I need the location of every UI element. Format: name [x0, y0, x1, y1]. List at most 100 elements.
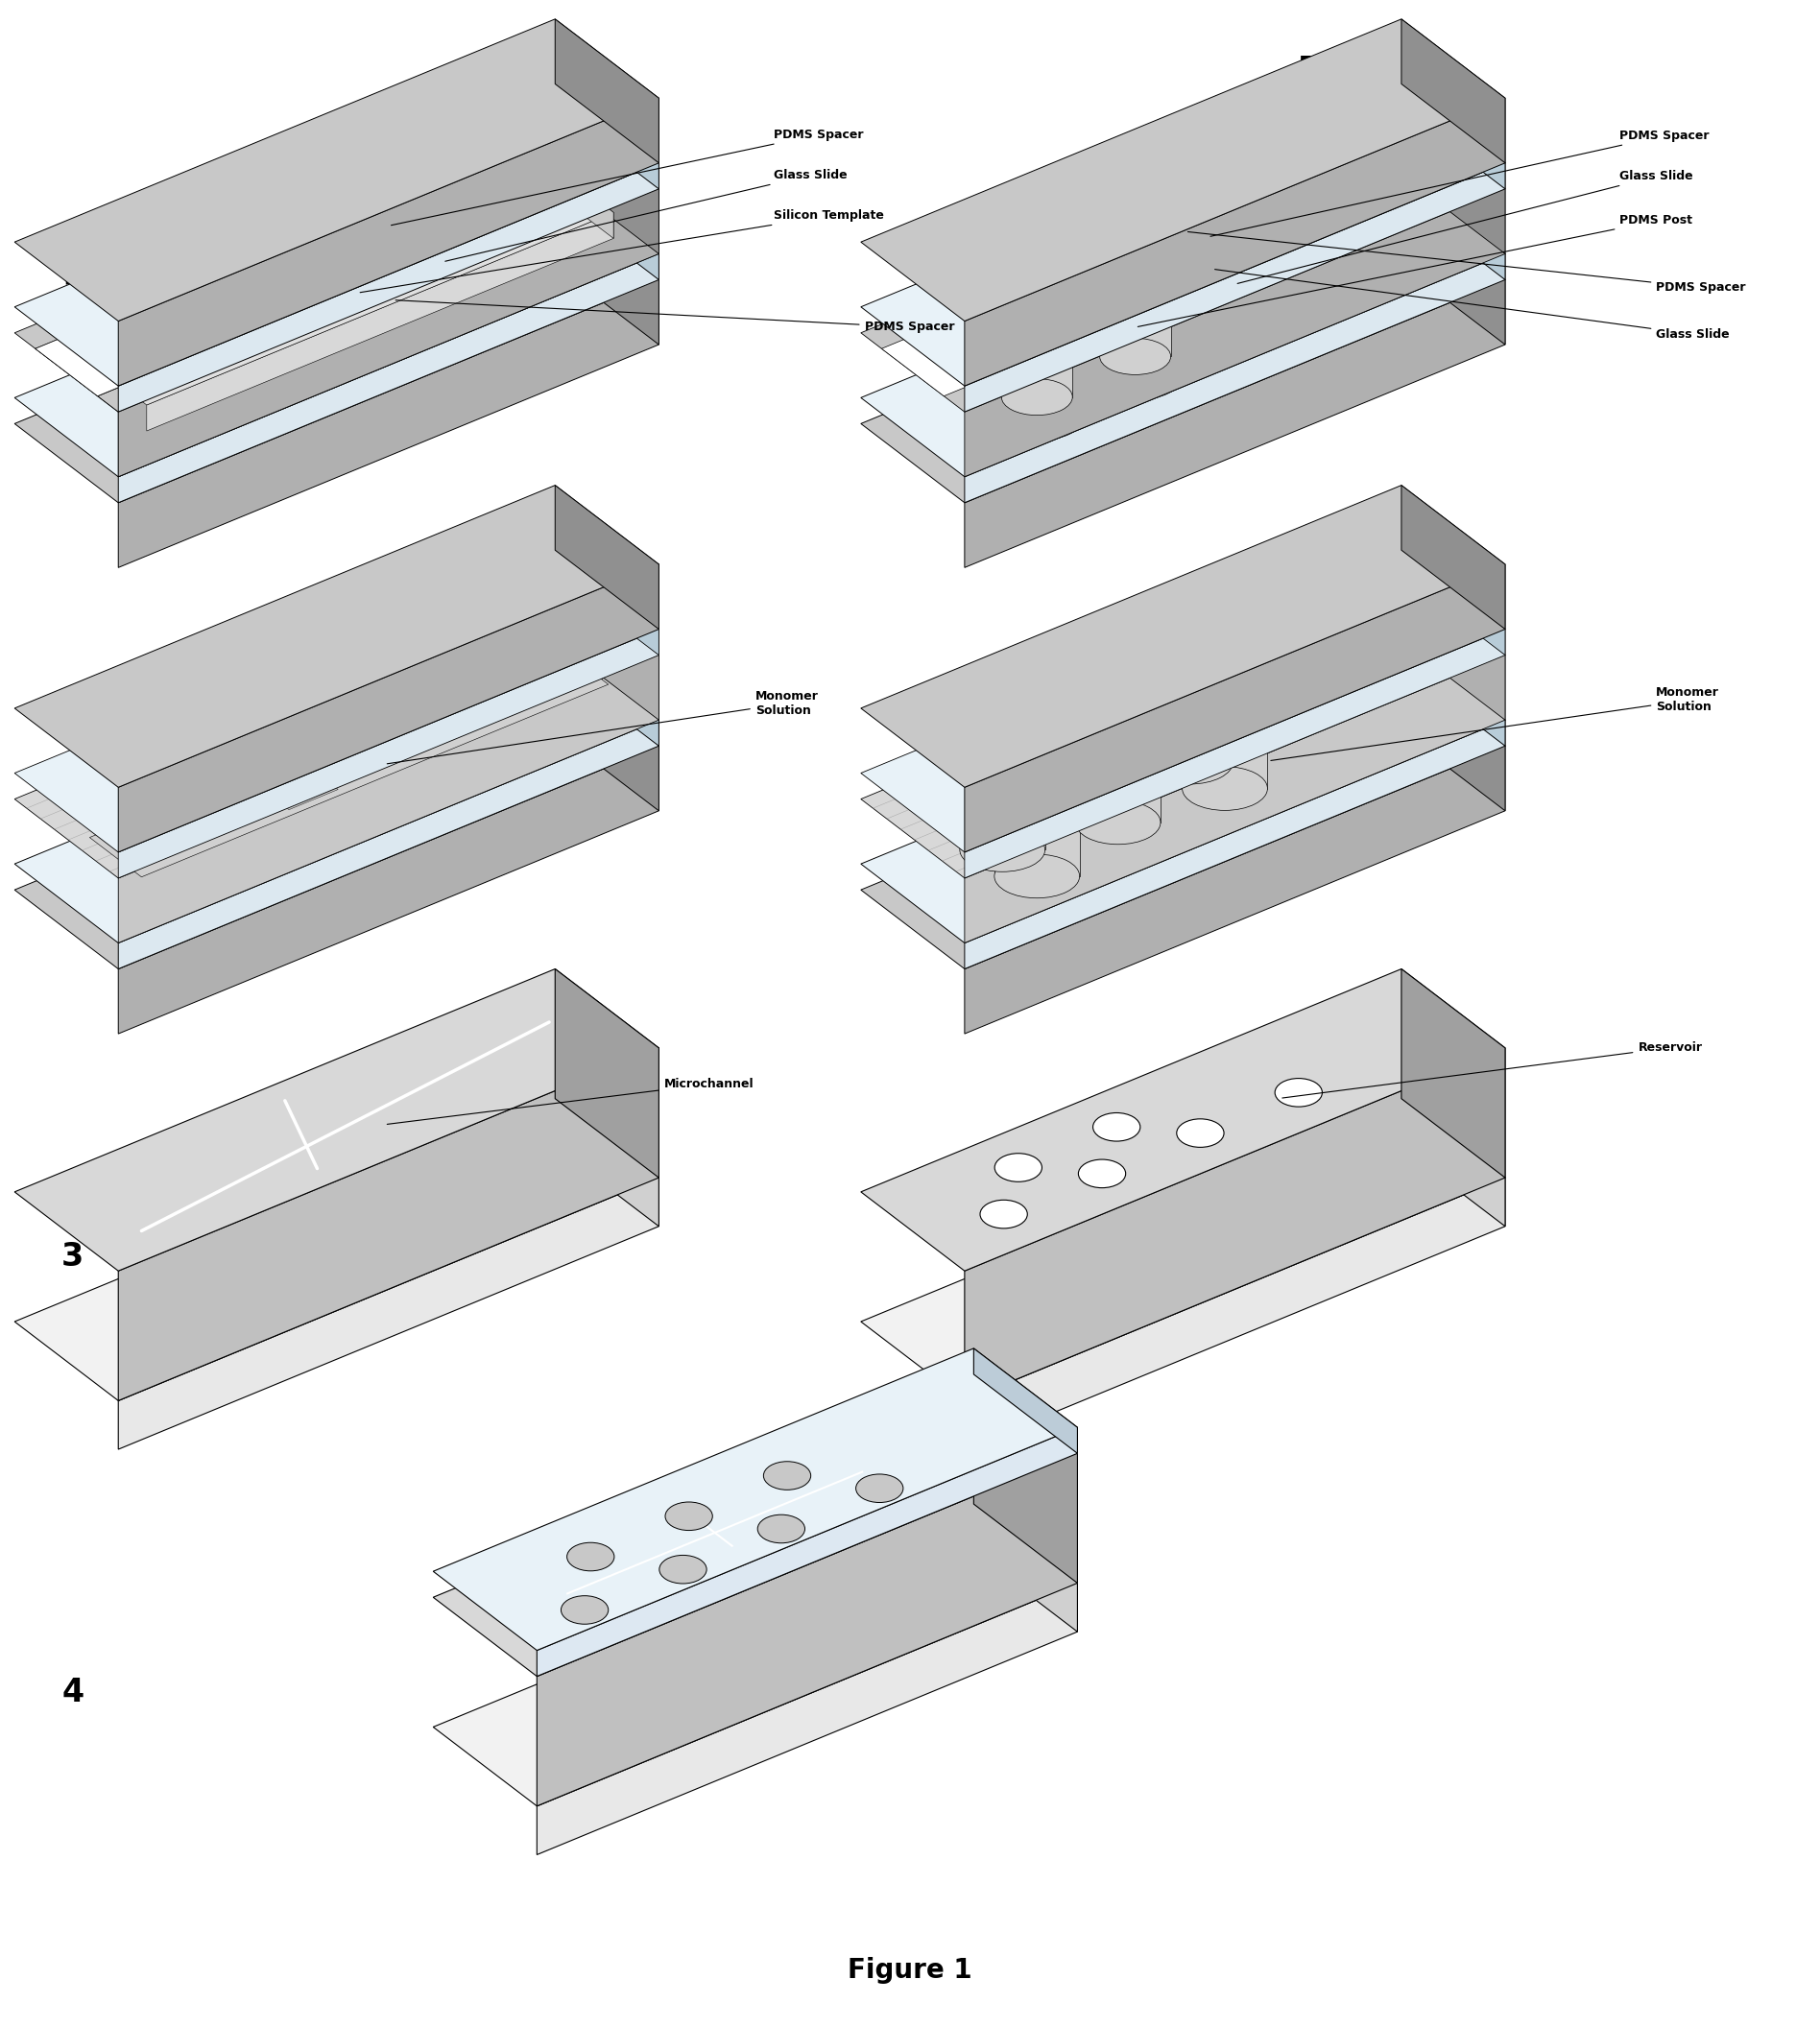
Ellipse shape: [959, 762, 1045, 807]
Polygon shape: [639, 172, 659, 253]
Polygon shape: [965, 280, 1505, 568]
Ellipse shape: [1065, 312, 1136, 349]
Polygon shape: [861, 201, 1505, 503]
Polygon shape: [861, 484, 1505, 786]
Polygon shape: [1401, 109, 1505, 253]
Ellipse shape: [659, 1555, 706, 1583]
Polygon shape: [35, 126, 639, 395]
Polygon shape: [15, 201, 659, 503]
Polygon shape: [147, 213, 613, 432]
Polygon shape: [1168, 241, 1263, 322]
Polygon shape: [555, 576, 659, 720]
Polygon shape: [15, 484, 659, 786]
Polygon shape: [1401, 969, 1505, 1178]
Polygon shape: [639, 172, 659, 253]
Polygon shape: [861, 109, 1505, 411]
Text: 4: 4: [62, 1676, 84, 1709]
Polygon shape: [1183, 724, 1267, 789]
Text: Figure 1: Figure 1: [848, 1956, 972, 1984]
Polygon shape: [965, 564, 1505, 851]
Text: Silicon Template: Silicon Template: [360, 209, 885, 292]
Text: 2: 2: [62, 754, 84, 786]
Polygon shape: [15, 549, 659, 851]
Polygon shape: [881, 126, 1485, 395]
Polygon shape: [974, 1504, 1077, 1632]
Polygon shape: [861, 1099, 1505, 1401]
Ellipse shape: [1148, 675, 1232, 720]
Ellipse shape: [1088, 270, 1183, 318]
Ellipse shape: [990, 391, 1085, 440]
Ellipse shape: [763, 1461, 810, 1490]
Polygon shape: [974, 1348, 1077, 1453]
Text: Microchannel: Microchannel: [388, 1078, 753, 1125]
Text: Monomer
Solution: Monomer Solution: [1270, 687, 1720, 760]
Ellipse shape: [1176, 1119, 1223, 1147]
Ellipse shape: [1065, 241, 1136, 278]
Polygon shape: [118, 564, 659, 851]
Text: B: B: [1298, 55, 1323, 87]
Polygon shape: [89, 645, 608, 878]
Polygon shape: [861, 83, 1505, 385]
Polygon shape: [555, 18, 659, 162]
Polygon shape: [433, 1374, 1077, 1676]
Polygon shape: [994, 811, 1079, 876]
Ellipse shape: [956, 365, 1050, 414]
Ellipse shape: [1183, 766, 1267, 811]
Text: Glass Slide: Glass Slide: [1216, 270, 1729, 341]
Polygon shape: [118, 746, 659, 1034]
Text: 3: 3: [62, 1241, 84, 1273]
Polygon shape: [861, 174, 1505, 476]
Polygon shape: [555, 969, 659, 1178]
Ellipse shape: [1076, 801, 1161, 845]
Polygon shape: [537, 1583, 1077, 1855]
Polygon shape: [237, 750, 339, 809]
Ellipse shape: [1077, 1159, 1125, 1188]
Polygon shape: [965, 720, 1505, 969]
Text: PDMS Spacer: PDMS Spacer: [395, 300, 954, 332]
Polygon shape: [118, 253, 659, 503]
Polygon shape: [98, 172, 659, 411]
Ellipse shape: [561, 1595, 608, 1624]
Polygon shape: [1054, 268, 1148, 349]
Polygon shape: [1401, 484, 1505, 628]
Polygon shape: [118, 720, 659, 969]
Polygon shape: [965, 655, 1505, 943]
Ellipse shape: [994, 853, 1079, 898]
Polygon shape: [537, 1453, 1077, 1806]
Polygon shape: [861, 969, 1505, 1271]
Polygon shape: [1065, 259, 1136, 330]
Ellipse shape: [1148, 740, 1232, 784]
Ellipse shape: [664, 1502, 712, 1530]
Polygon shape: [289, 300, 339, 341]
Polygon shape: [1401, 201, 1505, 345]
Ellipse shape: [1168, 217, 1263, 266]
Polygon shape: [15, 969, 659, 1271]
Ellipse shape: [1054, 324, 1148, 373]
Polygon shape: [537, 1427, 1077, 1676]
Polygon shape: [1401, 549, 1505, 655]
Polygon shape: [15, 576, 659, 878]
Polygon shape: [959, 784, 1045, 849]
Text: PDMS Spacer: PDMS Spacer: [1210, 130, 1709, 237]
Polygon shape: [555, 484, 659, 628]
Polygon shape: [555, 174, 659, 280]
Polygon shape: [965, 162, 1505, 411]
Polygon shape: [1401, 576, 1505, 720]
Polygon shape: [861, 18, 1505, 320]
Polygon shape: [1401, 18, 1505, 162]
Ellipse shape: [1001, 379, 1072, 416]
Polygon shape: [555, 667, 659, 811]
Polygon shape: [966, 300, 1037, 371]
Ellipse shape: [1088, 351, 1183, 399]
Polygon shape: [118, 1048, 659, 1401]
Ellipse shape: [1168, 298, 1263, 347]
Polygon shape: [965, 628, 1505, 878]
Polygon shape: [15, 1099, 659, 1401]
Polygon shape: [1001, 326, 1072, 397]
Polygon shape: [15, 667, 659, 969]
Polygon shape: [861, 641, 1505, 943]
Polygon shape: [990, 334, 1085, 416]
Text: A: A: [460, 55, 486, 87]
Text: Glass Slide: Glass Slide: [1238, 170, 1693, 284]
Polygon shape: [1076, 758, 1161, 823]
